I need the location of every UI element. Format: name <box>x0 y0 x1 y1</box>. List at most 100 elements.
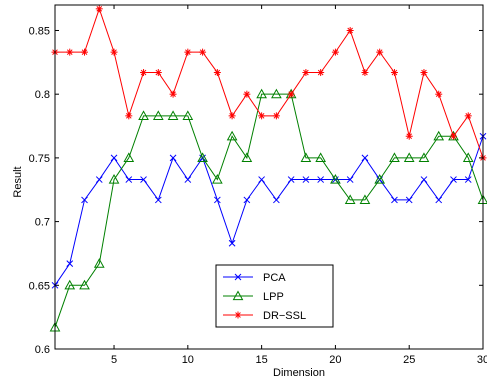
data-point-lpp <box>123 152 135 162</box>
y-tick-label: 0.7 <box>35 217 50 229</box>
data-point-dr-ssl <box>346 26 354 34</box>
axes-layer: 5 10 15 20 25 30 0.6 0.65 0.7 0.75 0.8 0.85 <box>29 4 487 366</box>
legend-entry-dr-ssl: DR−SSL <box>223 310 306 322</box>
data-point-dr-ssl <box>420 69 428 77</box>
data-point-lpp <box>315 152 327 162</box>
series-layer <box>49 5 487 332</box>
data-point-pca <box>435 196 443 204</box>
data-point-dr-ssl <box>199 48 207 56</box>
data-point-lpp <box>462 152 474 162</box>
data-point-dr-ssl <box>302 69 310 77</box>
data-point-pca <box>169 154 177 162</box>
y-tick-label: 0.65 <box>29 280 50 292</box>
data-point-pca <box>273 196 280 204</box>
data-point-lpp <box>197 152 208 162</box>
data-point-lpp <box>108 174 120 184</box>
data-point-dr-ssl <box>184 48 192 56</box>
data-point-pca <box>125 176 133 183</box>
data-point-pca <box>243 196 251 204</box>
data-point-lpp <box>344 194 356 205</box>
data-point-dr-ssl <box>169 90 177 98</box>
data-point-pca <box>361 154 369 162</box>
data-point-pca <box>302 176 310 183</box>
data-point-pca <box>420 176 428 183</box>
data-point-pca <box>110 154 118 162</box>
data-point-dr-ssl <box>125 112 133 120</box>
x-tick-label: 15 <box>255 354 267 366</box>
legend-entry-pca: PCA <box>223 272 286 284</box>
series-line-dr-ssl <box>55 7 484 159</box>
data-point-pca <box>287 176 295 183</box>
data-point-pca <box>66 260 74 267</box>
data-point-lpp <box>152 110 164 120</box>
data-point-pca <box>95 176 103 183</box>
data-point-lpp <box>256 88 267 99</box>
legend-marker-lpp <box>232 290 244 301</box>
x-tick-label: 25 <box>403 354 415 366</box>
series-dr-ssl <box>51 5 487 162</box>
data-point-lpp <box>79 279 90 290</box>
y-tick-label: 0.6 <box>35 344 50 356</box>
data-point-pca <box>405 196 413 204</box>
data-point-dr-ssl <box>287 90 295 98</box>
data-point-dr-ssl <box>464 112 472 120</box>
data-point-lpp <box>93 258 105 268</box>
data-point-dr-ssl <box>272 112 280 120</box>
data-point-lpp <box>389 152 400 162</box>
data-point-dr-ssl <box>435 90 443 98</box>
data-point-dr-ssl <box>405 132 413 140</box>
data-point-pca <box>317 176 325 183</box>
data-point-lpp <box>300 152 312 162</box>
y-tick-label: 0.8 <box>35 89 50 101</box>
legend-label-dr-ssl: DR−SSL <box>263 310 306 322</box>
data-point-lpp <box>167 110 179 120</box>
data-point-dr-ssl <box>390 69 398 77</box>
data-point-pca <box>81 196 88 204</box>
x-tick-label: 30 <box>477 354 487 366</box>
data-point-lpp <box>418 152 430 162</box>
data-point-pca <box>258 176 265 183</box>
data-point-pca <box>184 176 192 183</box>
y-tick-label: 0.75 <box>29 153 50 165</box>
data-point-lpp <box>226 130 238 141</box>
data-point-lpp <box>64 279 76 290</box>
legend-marker-dr-ssl <box>234 311 242 319</box>
legend: PCA LPP DR−SSL <box>215 264 334 328</box>
series-pca <box>51 132 487 289</box>
data-point-lpp <box>182 110 194 120</box>
data-point-dr-ssl <box>243 90 251 98</box>
data-point-lpp <box>138 110 149 120</box>
data-point-dr-ssl <box>95 5 103 13</box>
data-point-dr-ssl <box>449 132 457 140</box>
data-point-pca <box>346 176 354 183</box>
data-point-dr-ssl <box>110 48 118 56</box>
x-tick-label: 5 <box>111 354 117 366</box>
data-point-lpp <box>211 174 223 184</box>
data-point-pca <box>213 196 221 204</box>
data-point-pca <box>228 239 236 247</box>
data-point-lpp <box>330 174 341 184</box>
y-axis-label: Result <box>12 166 24 197</box>
data-point-dr-ssl <box>140 69 148 77</box>
data-point-dr-ssl <box>317 69 325 77</box>
x-axis-label: Dimension <box>273 367 325 379</box>
data-point-lpp <box>433 130 445 141</box>
data-point-dr-ssl <box>81 48 89 56</box>
data-point-dr-ssl <box>66 48 74 56</box>
data-point-dr-ssl <box>258 112 266 120</box>
axes-box <box>54 4 484 350</box>
legend-label-pca: PCA <box>263 272 286 284</box>
data-point-dr-ssl <box>376 48 384 56</box>
data-point-dr-ssl <box>228 112 236 120</box>
data-point-lpp <box>374 174 386 184</box>
data-point-pca <box>464 176 472 183</box>
data-point-lpp <box>403 152 415 162</box>
x-tick-label: 20 <box>329 354 341 366</box>
data-point-lpp <box>271 88 282 99</box>
series-line-pca <box>54 136 484 286</box>
data-point-dr-ssl <box>361 69 369 77</box>
y-tick-label: 0.85 <box>29 25 50 37</box>
data-point-dr-ssl <box>154 69 162 77</box>
data-point-lpp <box>359 194 371 205</box>
